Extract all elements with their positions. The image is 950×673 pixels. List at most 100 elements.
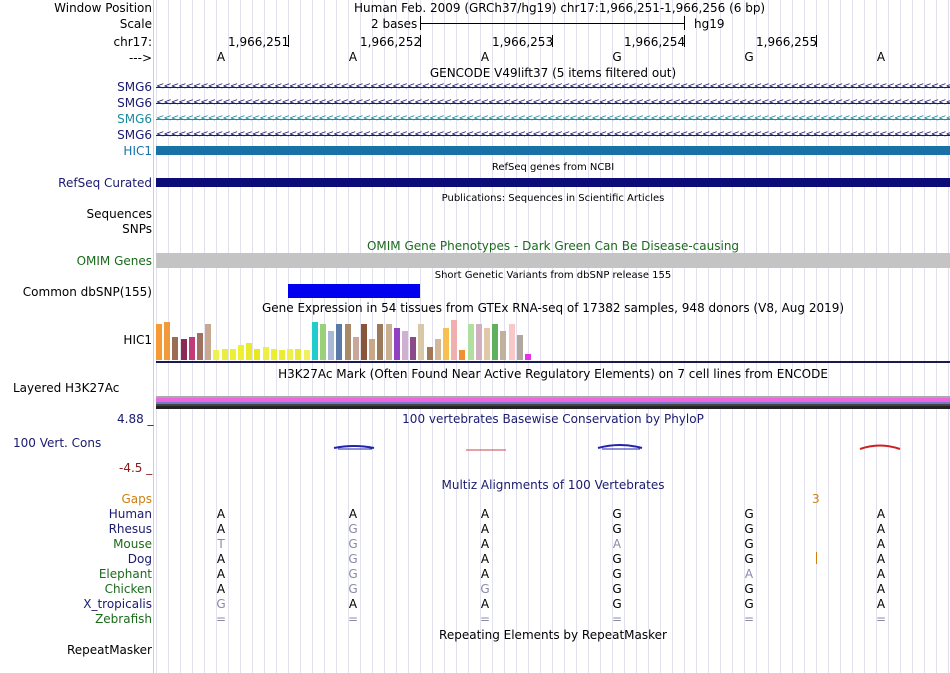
gtex-tissue-bar[interactable]	[410, 337, 417, 360]
phylop-label[interactable]: 100 Vert. Cons	[13, 436, 102, 450]
gencode-item-label[interactable]: SMG6	[117, 96, 152, 110]
alignment-base: =	[215, 612, 227, 626]
gencode-item-label[interactable]: SMG6	[117, 112, 152, 126]
alignment-base: G	[744, 582, 754, 596]
species-label[interactable]: Elephant	[98, 567, 152, 581]
gtex-tissue-bar[interactable]	[418, 324, 425, 360]
h3k27ac-label[interactable]: Layered H3K27Ac	[13, 381, 120, 395]
gtex-tissue-bar[interactable]	[443, 328, 449, 360]
species-label[interactable]: Rhesus	[108, 522, 152, 536]
alignment-base: A	[480, 522, 490, 536]
omim-title: OMIM Gene Phenotypes - Dark Green Can Be…	[366, 239, 740, 253]
gtex-tissue-bar[interactable]	[336, 324, 343, 360]
gencode-intron-line[interactable]	[156, 135, 950, 136]
dbsnp-label[interactable]: Common dbSNP(155)	[22, 285, 152, 299]
gtex-tissue-bar[interactable]	[434, 339, 441, 360]
gtex-tissue-bar[interactable]	[303, 350, 310, 360]
gtex-label[interactable]: HIC1	[123, 333, 152, 347]
alignment-base: A	[744, 567, 754, 581]
ruler-tick	[816, 35, 817, 47]
gtex-tissue-bar[interactable]	[229, 349, 236, 360]
gtex-tissue-bar[interactable]	[287, 349, 294, 360]
species-label[interactable]: Chicken	[104, 582, 152, 596]
h3k27ac-title: H3K27Ac Mark (Often Found Near Active Re…	[278, 367, 828, 381]
gtex-tissue-bar[interactable]	[246, 343, 253, 360]
sequences-label[interactable]: Sequences	[86, 207, 152, 221]
gtex-tissue-bar[interactable]	[459, 350, 466, 360]
gencode-intron-line[interactable]	[156, 103, 950, 104]
species-label[interactable]: Zebrafish	[95, 612, 152, 626]
gencode-intron-line[interactable]	[156, 87, 950, 88]
gtex-tissue-bar[interactable]	[500, 331, 507, 360]
alignment-base: G	[216, 597, 226, 611]
gencode-item-label[interactable]: SMG6	[117, 128, 152, 142]
ruler-position: 1,966,252	[360, 35, 422, 49]
gtex-tissue-bar[interactable]	[188, 337, 195, 360]
dog-gap-marker	[816, 552, 817, 564]
gtex-tissue-bar[interactable]	[525, 354, 531, 360]
gencode-item-label[interactable]: SMG6	[117, 80, 152, 94]
refseq-gene-bar[interactable]	[156, 178, 950, 187]
gtex-tissue-bar[interactable]	[213, 350, 220, 360]
gaps-label[interactable]: Gaps	[121, 492, 152, 506]
gtex-tissue-bar[interactable]	[238, 345, 244, 360]
dbsnp-title: Short Genetic Variants from dbSNP releas…	[434, 270, 672, 281]
alignment-base: G	[612, 567, 622, 581]
h3k27ac-signal[interactable]	[156, 396, 950, 409]
gtex-tissue-bar[interactable]	[402, 331, 408, 360]
ruler-position: 1,966,251	[228, 35, 290, 49]
alignment-base: G	[348, 537, 358, 551]
gtex-tissue-bar[interactable]	[508, 324, 515, 360]
multiz-title: Multiz Alignments of 100 Vertebrates	[441, 478, 665, 492]
alignment-base: G	[744, 597, 754, 611]
gtex-tissue-bar[interactable]	[279, 350, 285, 360]
gtex-tissue-bar[interactable]	[164, 322, 171, 360]
snps-label[interactable]: SNPs	[122, 222, 152, 236]
gtex-tissue-bar[interactable]	[221, 349, 228, 360]
omim-gene-bar[interactable]	[156, 253, 950, 268]
gtex-tissue-bar[interactable]	[344, 324, 351, 360]
gtex-tissue-bar[interactable]	[361, 324, 367, 360]
gtex-tissue-bar[interactable]	[377, 324, 384, 360]
gtex-tissue-bar[interactable]	[393, 328, 400, 360]
gtex-tissue-bar[interactable]	[197, 333, 203, 360]
gtex-tissue-bar[interactable]	[328, 331, 335, 360]
gtex-tissue-bar[interactable]	[205, 324, 212, 360]
hic1-exon-bar[interactable]	[156, 146, 950, 155]
gtex-tissue-bar[interactable]	[484, 328, 490, 360]
gencode-intron-line[interactable]	[156, 119, 950, 120]
gtex-tissue-bar[interactable]	[467, 324, 474, 360]
gtex-tissue-bar[interactable]	[254, 349, 261, 360]
gtex-tissue-bar[interactable]	[369, 339, 376, 360]
refseq-label[interactable]: RefSeq Curated	[58, 176, 152, 190]
gtex-tissue-bar[interactable]	[320, 324, 326, 360]
gtex-tissue-bar[interactable]	[156, 324, 162, 360]
species-label[interactable]: X_tropicalis	[83, 597, 152, 611]
gtex-tissue-bar[interactable]	[426, 347, 433, 360]
gtex-tissue-bar[interactable]	[451, 320, 458, 360]
species-label[interactable]: Human	[108, 507, 152, 521]
species-label[interactable]: Dog	[127, 552, 152, 566]
strand-arrow-label: --->	[128, 51, 152, 65]
gtex-tissue-bar[interactable]	[262, 347, 269, 360]
gtex-tissue-bar[interactable]	[295, 349, 302, 360]
species-label[interactable]: Mouse	[113, 537, 152, 551]
omim-label[interactable]: OMIM Genes	[76, 254, 152, 268]
gtex-tissue-bar[interactable]	[180, 339, 187, 360]
dbsnp-variant[interactable]	[288, 284, 420, 298]
gencode-item-label[interactable]: HIC1	[123, 144, 152, 158]
phylop-signal[interactable]	[156, 438, 950, 458]
gtex-tissue-bar[interactable]	[516, 335, 523, 360]
gtex-tissue-bar[interactable]	[492, 324, 499, 360]
gtex-tissue-bar[interactable]	[311, 322, 318, 360]
alignment-base: A	[480, 567, 490, 581]
alignment-base: A	[876, 522, 886, 536]
gtex-tissue-bar[interactable]	[385, 324, 392, 360]
gtex-tissue-bar[interactable]	[475, 324, 482, 360]
reference-base: A	[876, 50, 886, 64]
gtex-tissue-bar[interactable]	[270, 349, 277, 360]
gtex-title: Gene Expression in 54 tissues from GTEx …	[261, 301, 845, 315]
repeatmasker-label[interactable]: RepeatMasker	[66, 643, 152, 657]
gtex-tissue-bar[interactable]	[172, 337, 179, 360]
gtex-tissue-bar[interactable]	[352, 337, 359, 360]
